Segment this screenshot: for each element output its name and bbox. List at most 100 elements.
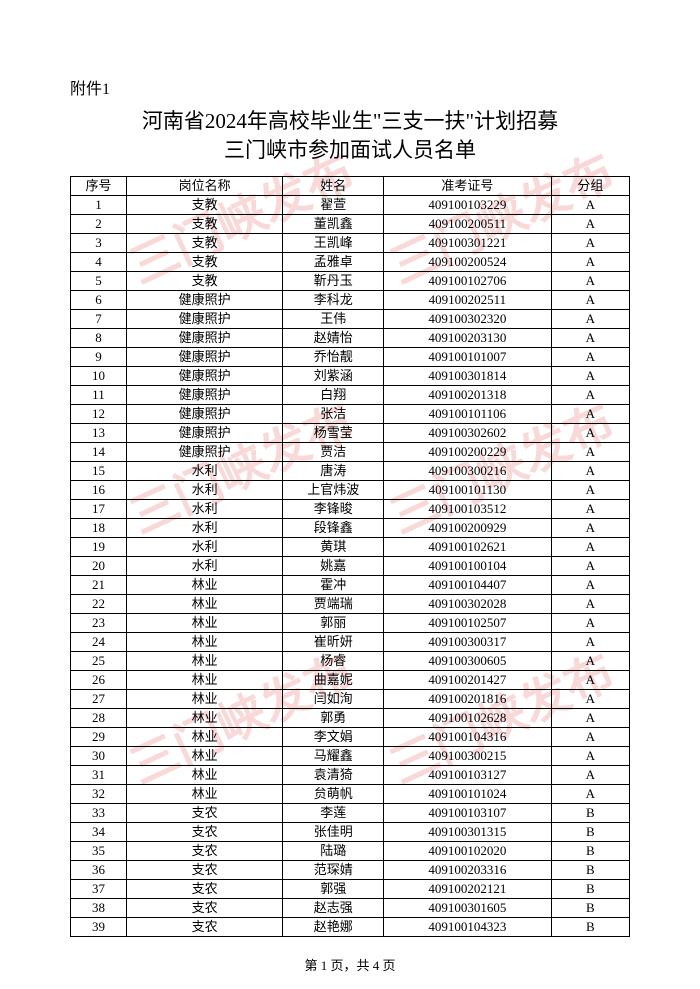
table-row: 19水利黄琪409100102621A: [71, 537, 630, 556]
cell-name: 贠萌帆: [283, 784, 384, 803]
table-row: 7健康照护王伟409100302320A: [71, 309, 630, 328]
table-row: 32林业贠萌帆409100101024A: [71, 784, 630, 803]
cell-seq: 13: [71, 423, 127, 442]
cell-group: B: [551, 803, 629, 822]
table-row: 3支教王凯峰409100301221A: [71, 233, 630, 252]
cell-group: A: [551, 309, 629, 328]
cell-seq: 35: [71, 841, 127, 860]
cell-position: 健康照护: [126, 404, 283, 423]
cell-group: A: [551, 252, 629, 271]
cell-examno: 409100301814: [384, 366, 552, 385]
cell-name: 李锋晙: [283, 499, 384, 518]
cell-group: A: [551, 499, 629, 518]
cell-position: 林业: [126, 594, 283, 613]
cell-name: 靳丹玉: [283, 271, 384, 290]
cell-name: 黄琪: [283, 537, 384, 556]
cell-name: 刘紫涵: [283, 366, 384, 385]
cell-examno: 409100102706: [384, 271, 552, 290]
cell-position: 水利: [126, 499, 283, 518]
cell-name: 王凯峰: [283, 233, 384, 252]
cell-name: 杨睿: [283, 651, 384, 670]
cell-seq: 25: [71, 651, 127, 670]
cell-position: 林业: [126, 765, 283, 784]
cell-name: 乔怡靓: [283, 347, 384, 366]
table-row: 31林业袁清猗409100103127A: [71, 765, 630, 784]
cell-position: 林业: [126, 746, 283, 765]
cell-position: 健康照护: [126, 423, 283, 442]
cell-examno: 409100202121: [384, 879, 552, 898]
cell-name: 范琛婧: [283, 860, 384, 879]
cell-position: 支教: [126, 233, 283, 252]
cell-name: 闫如洵: [283, 689, 384, 708]
table-row: 38支农赵志强409100301605B: [71, 898, 630, 917]
cell-examno: 409100200929: [384, 518, 552, 537]
cell-examno: 409100102621: [384, 537, 552, 556]
cell-examno: 409100104323: [384, 917, 552, 936]
table-row: 27林业闫如洵409100201816A: [71, 689, 630, 708]
cell-position: 林业: [126, 670, 283, 689]
cell-name: 郭勇: [283, 708, 384, 727]
cell-seq: 16: [71, 480, 127, 499]
table-header-row: 序号 岗位名称 姓名 准考证号 分组: [71, 176, 630, 195]
cell-position: 林业: [126, 575, 283, 594]
cell-seq: 23: [71, 613, 127, 632]
cell-name: 上官炜波: [283, 480, 384, 499]
cell-examno: 409100101130: [384, 480, 552, 499]
cell-examno: 409100301221: [384, 233, 552, 252]
table-row: 23林业郭丽409100102507A: [71, 613, 630, 632]
cell-name: 段锋鑫: [283, 518, 384, 537]
cell-name: 张洁: [283, 404, 384, 423]
cell-position: 林业: [126, 632, 283, 651]
cell-group: A: [551, 480, 629, 499]
cell-position: 支教: [126, 214, 283, 233]
cell-name: 李文娟: [283, 727, 384, 746]
cell-seq: 10: [71, 366, 127, 385]
cell-seq: 39: [71, 917, 127, 936]
cell-seq: 29: [71, 727, 127, 746]
cell-seq: 12: [71, 404, 127, 423]
cell-seq: 11: [71, 385, 127, 404]
cell-examno: 409100300317: [384, 632, 552, 651]
table-row: 24林业崔昕妍409100300317A: [71, 632, 630, 651]
cell-group: A: [551, 556, 629, 575]
cell-position: 健康照护: [126, 328, 283, 347]
cell-position: 水利: [126, 518, 283, 537]
cell-group: A: [551, 290, 629, 309]
cell-group: B: [551, 860, 629, 879]
cell-seq: 5: [71, 271, 127, 290]
cell-examno: 409100302028: [384, 594, 552, 613]
cell-name: 姚嘉: [283, 556, 384, 575]
cell-group: A: [551, 651, 629, 670]
cell-name: 霍冲: [283, 575, 384, 594]
cell-seq: 1: [71, 195, 127, 214]
cell-seq: 4: [71, 252, 127, 271]
cell-position: 支农: [126, 822, 283, 841]
cell-position: 林业: [126, 784, 283, 803]
table-row: 10健康照护刘紫涵409100301814A: [71, 366, 630, 385]
cell-name: 赵志强: [283, 898, 384, 917]
cell-name: 贾端瑞: [283, 594, 384, 613]
cell-group: A: [551, 195, 629, 214]
cell-seq: 20: [71, 556, 127, 575]
cell-examno: 409100104407: [384, 575, 552, 594]
cell-position: 林业: [126, 727, 283, 746]
cell-group: B: [551, 917, 629, 936]
cell-examno: 409100301315: [384, 822, 552, 841]
cell-seq: 36: [71, 860, 127, 879]
title-line-2: 三门峡市参加面试人员名单: [224, 138, 476, 162]
cell-position: 林业: [126, 613, 283, 632]
cell-group: A: [551, 214, 629, 233]
table-row: 14健康照护贾洁409100200229A: [71, 442, 630, 461]
cell-name: 郭强: [283, 879, 384, 898]
cell-group: A: [551, 423, 629, 442]
cell-examno: 409100202511: [384, 290, 552, 309]
cell-seq: 21: [71, 575, 127, 594]
cell-seq: 15: [71, 461, 127, 480]
cell-group: A: [551, 670, 629, 689]
cell-examno: 409100200229: [384, 442, 552, 461]
header-group: 分组: [551, 176, 629, 195]
table-row: 29林业李文娟409100104316A: [71, 727, 630, 746]
cell-position: 水利: [126, 537, 283, 556]
cell-examno: 409100201816: [384, 689, 552, 708]
table-row: 39支农赵艳娜409100104323B: [71, 917, 630, 936]
